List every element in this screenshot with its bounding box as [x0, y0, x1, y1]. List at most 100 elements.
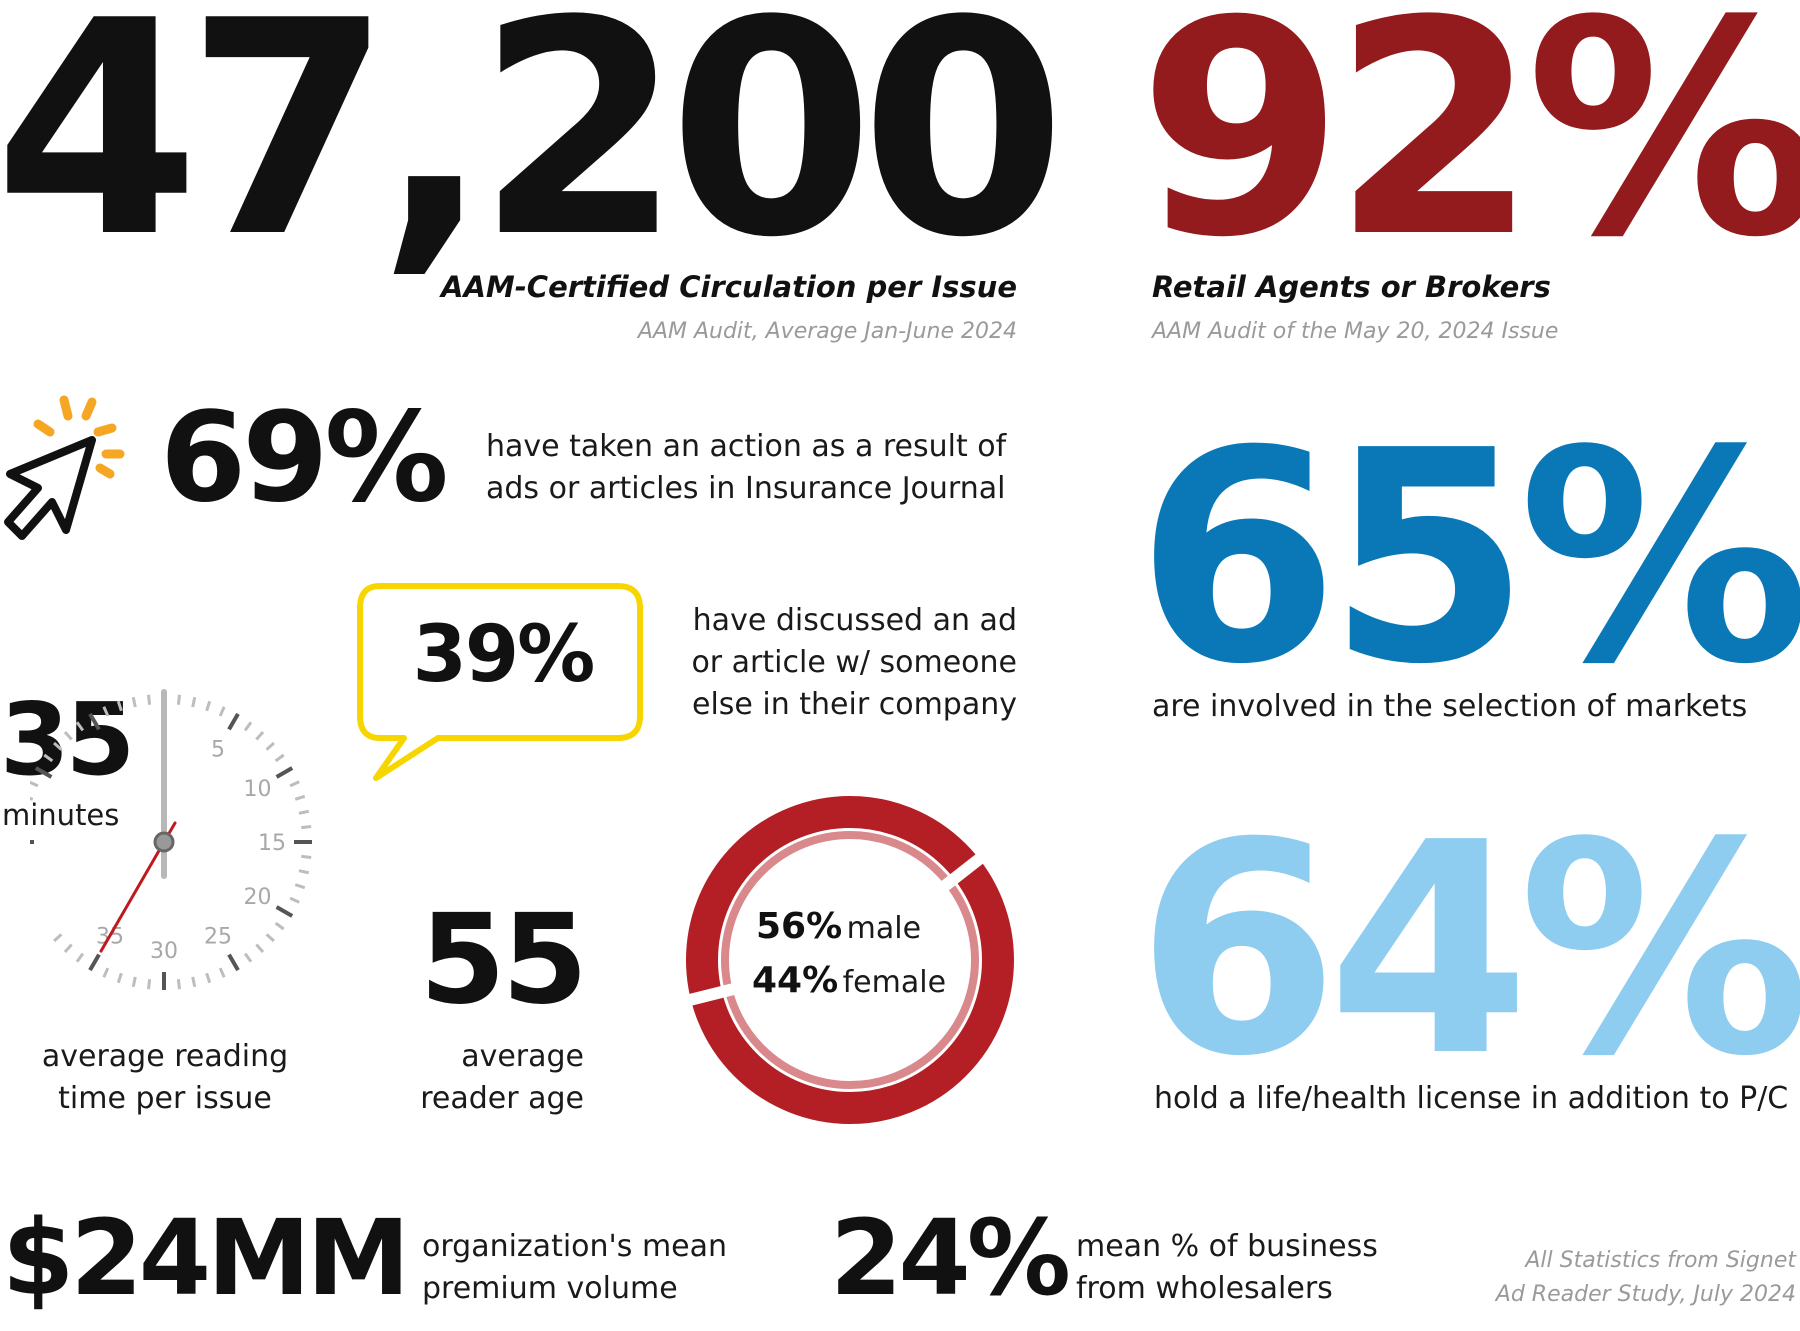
clock-tick — [43, 753, 54, 763]
footnote-line-2: Ad Reader Study, July 2024 — [1495, 1282, 1796, 1307]
markets-label: are involved in the selection of markets — [1152, 689, 1748, 724]
clock-label: 15 — [258, 831, 286, 856]
wholesalers-text: mean % of business from wholesalers — [1076, 1226, 1378, 1310]
male-value: 56% — [756, 906, 843, 947]
clock-tick — [265, 933, 275, 943]
action-line-2: ads or articles in Insurance Journal — [486, 471, 1006, 506]
clock-tick — [191, 696, 197, 708]
clock-tick — [243, 721, 253, 732]
donut-ring-inner — [721, 831, 979, 1089]
clock-tick — [63, 731, 73, 741]
markets-value: 65% — [1136, 388, 1800, 728]
clock-tick — [53, 933, 63, 943]
clock-tick — [147, 694, 152, 705]
circulation-label: AAM-Certified Circulation per Issue — [441, 270, 1017, 304]
reading-caption: average reading time per issue — [30, 1036, 300, 1120]
clock-label: 20 — [244, 885, 272, 910]
clock-tick — [116, 700, 123, 712]
clock-tick — [227, 712, 240, 731]
clock-tick — [88, 712, 101, 731]
clock-tick — [289, 780, 300, 788]
discussed-line-3: else in their company — [691, 687, 1017, 722]
clock-label: 30 — [150, 939, 178, 964]
clock-tick — [102, 706, 110, 717]
premium-line-1: organization's mean — [422, 1229, 728, 1264]
donut-gap — [937, 851, 987, 894]
clock-tick — [274, 753, 285, 763]
clock-tick — [75, 721, 85, 732]
female-label: female — [842, 965, 947, 1000]
clock-tick — [275, 905, 294, 918]
clock-tick — [255, 943, 265, 953]
age-line-1: average — [461, 1039, 584, 1074]
action-line-1: have taken an action as a result of — [486, 429, 1007, 464]
wholesalers-value: 24% — [830, 1197, 1071, 1319]
donut-gap — [685, 982, 739, 1007]
clock-tick — [30, 780, 39, 788]
discussed-value: 39% — [412, 610, 596, 700]
clock-tick — [30, 796, 34, 801]
action-value: 69% — [160, 386, 449, 530]
clock-tick — [102, 967, 110, 978]
clock-tick — [218, 706, 226, 717]
clock-tick — [205, 700, 212, 712]
clock-hub — [153, 831, 175, 853]
clock-tick — [265, 741, 275, 751]
donut-ring-icon — [685, 796, 1014, 1124]
clock-tick — [205, 972, 212, 984]
clock-tick — [176, 979, 181, 990]
footnote: All Statistics from Signet Ad Reader Stu… — [1496, 1244, 1796, 1312]
clock-tick — [53, 741, 63, 751]
wholesalers-line-1: mean % of business — [1076, 1229, 1378, 1264]
premium-text: organization's mean premium volume — [422, 1226, 727, 1310]
wholesalers-line-2: from wholesalers — [1076, 1271, 1333, 1306]
reading-line-1: average reading — [41, 1039, 289, 1074]
gender-female: 44% female — [752, 962, 946, 1004]
donut-ring-outer — [686, 796, 1014, 1124]
clock-tick — [34, 766, 53, 779]
license-label: hold a life/health license in addition t… — [1154, 1081, 1789, 1116]
clock-tick — [298, 869, 310, 875]
premium-line-2: premium volume — [422, 1271, 678, 1306]
clock-label: 25 — [204, 925, 232, 950]
clock-tick — [274, 921, 285, 931]
clock-tick — [147, 979, 152, 990]
retail-source: AAM Audit of the May 20, 2024 Issue — [1152, 319, 1559, 344]
clock-tick — [63, 943, 73, 953]
female-value: 44% — [752, 960, 839, 1001]
action-text: have taken an action as a result of ads … — [486, 426, 1006, 510]
clock-tick — [298, 809, 310, 815]
clock-tick — [301, 825, 312, 830]
clock-tick — [116, 972, 123, 984]
discussed-line-1: have discussed an ad — [692, 603, 1017, 638]
speech-bubble-icon — [357, 583, 643, 781]
clock-tick — [275, 766, 294, 779]
clock-tick — [131, 696, 137, 708]
clock-label: 10 — [244, 777, 272, 802]
clock-tick — [243, 952, 253, 963]
clock-tick — [294, 883, 306, 890]
clock-tick — [294, 794, 306, 801]
reading-value: 35 — [0, 681, 135, 798]
clock-label: 5 — [211, 737, 225, 762]
clock-tick — [255, 731, 265, 741]
footnote-line-1: All Statistics from Signet — [1525, 1248, 1796, 1273]
clock-tick — [218, 967, 226, 978]
clock-tick — [88, 953, 101, 972]
circulation-value: 47,200 — [0, 0, 1066, 302]
clock-tick — [301, 854, 312, 859]
clock-tick — [289, 896, 300, 904]
age-caption: average reader age — [420, 1036, 584, 1120]
age-value: 55 — [419, 888, 588, 1032]
reading-unit: minutes — [2, 798, 120, 832]
reading-line-2: time per issue — [58, 1081, 272, 1116]
clock-tick — [227, 953, 240, 972]
stopwatch-icon: 5101520253035 — [30, 689, 312, 990]
clock-tick — [191, 976, 197, 988]
retail-value: 92% — [1138, 0, 1800, 302]
age-line-2: reader age — [420, 1081, 584, 1116]
circulation-source: AAM Audit, Average Jan-June 2024 — [637, 319, 1017, 344]
gender-male: 56% male — [756, 908, 921, 950]
clock-tick — [176, 694, 181, 705]
discussed-text: have discussed an ad or article w/ someo… — [691, 600, 1017, 726]
